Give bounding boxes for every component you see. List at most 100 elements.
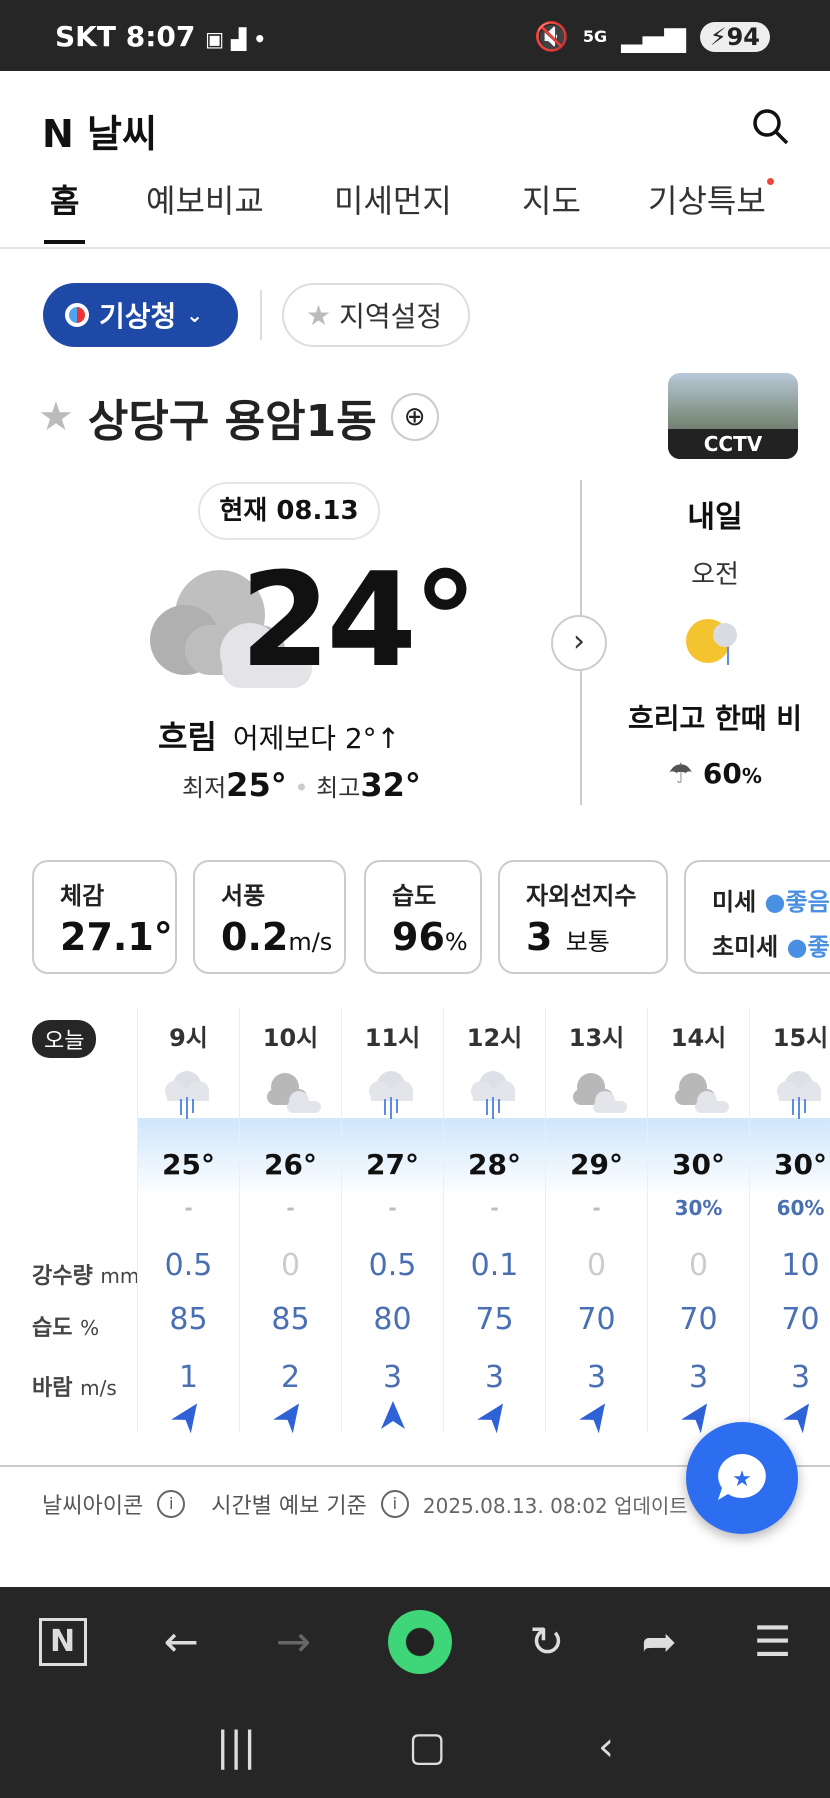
card-humidity[interactable]: 습도 96%	[364, 860, 482, 974]
hour-wind: 2	[280, 1360, 301, 1395]
chat-star-icon: ★	[718, 1454, 766, 1500]
next-arrow-button[interactable]: ›	[551, 615, 607, 671]
mute-icon: 🔇	[533, 20, 569, 53]
humidity-unit: %	[80, 1316, 100, 1340]
browser-toolbar: N ← → ↻ ➦ ☰	[0, 1587, 830, 1696]
rain-cloud-icon	[471, 1071, 515, 1119]
hour-precip: 0.5	[164, 1248, 213, 1283]
cctv-thumbnail[interactable]: CCTV	[668, 373, 798, 459]
hour-precip: 0	[280, 1248, 301, 1283]
card-feels-like[interactable]: 체감 27.1°	[32, 860, 177, 974]
tab-bar: 홈 예보비교 미세먼지 지도 기상특보	[0, 176, 830, 244]
hour-wind: 3	[790, 1360, 811, 1395]
tomorrow-rain: ☂ 60%	[600, 757, 830, 790]
update-time: 2025.08.13. 08:02 업데이트	[422, 1493, 688, 1518]
chat-fab-button[interactable]: ★	[686, 1422, 798, 1534]
refresh-icon[interactable]: ↻	[529, 1617, 565, 1666]
clock: 8:07	[125, 20, 196, 53]
tab-home[interactable]: 홈	[43, 176, 87, 244]
tab-map[interactable]: 지도	[522, 182, 581, 220]
hour-humidity: 70	[781, 1302, 820, 1337]
hour-wind: 3	[688, 1360, 709, 1395]
favorite-star-icon[interactable]: ★	[38, 394, 74, 440]
card-value: 96	[392, 915, 445, 959]
forecast-basis-link[interactable]: 시간별 예보 기준	[211, 1494, 367, 1519]
dust-label: 미세	[712, 888, 757, 916]
wind-arrow-icon	[783, 1403, 810, 1434]
cloudy-icon	[150, 570, 312, 688]
kma-logo-icon	[65, 303, 89, 327]
card-unit: %	[444, 928, 468, 956]
card-wind[interactable]: 서풍 0.2m/s	[193, 860, 346, 974]
home-icon[interactable]: ▢	[408, 1724, 447, 1770]
hour-column: 15시 30° 60% 10 70 3	[749, 1008, 830, 1434]
hour-temp: 29°	[570, 1148, 623, 1181]
card-title: 습도	[392, 882, 437, 910]
search-icon[interactable]	[750, 106, 790, 146]
back-icon[interactable]: ←	[163, 1617, 199, 1666]
share-icon[interactable]: ➦	[641, 1617, 677, 1666]
logo[interactable]: N 날씨	[42, 112, 157, 156]
hour-time: 14시	[670, 1024, 727, 1052]
region-setting-button[interactable]: ★ 지역설정	[282, 283, 470, 347]
hour-temp: 30°	[672, 1148, 725, 1181]
hour-time: 13시	[568, 1024, 625, 1052]
info-icon[interactable]: i	[157, 1490, 186, 1518]
recent-apps-icon[interactable]: |||	[215, 1724, 257, 1770]
forward-icon[interactable]: →	[275, 1617, 312, 1666]
battery-level: 94	[726, 22, 760, 51]
divider	[260, 290, 262, 340]
hour-rain-prob: -	[286, 1196, 295, 1220]
network-type: 5G	[582, 27, 608, 46]
hour-humidity: 80	[373, 1302, 412, 1337]
hour-column: 13시 29° - 0 70 3	[545, 1008, 647, 1434]
info-icon[interactable]: i	[380, 1490, 409, 1518]
hour-temp: 28°	[468, 1148, 521, 1181]
signal-icon: ▂▄▆	[621, 20, 686, 53]
menu-icon[interactable]: ☰	[753, 1617, 792, 1666]
source-button[interactable]: 기상청 ⌄	[43, 283, 238, 347]
card-uv[interactable]: 자외선지수 3 보통	[498, 860, 668, 974]
rain-cloud-icon	[777, 1071, 821, 1119]
green-dot-icon[interactable]	[388, 1609, 453, 1674]
wind-row-label: 바람 m/s	[32, 1370, 117, 1402]
hourly-forecast[interactable]: 오늘 강수량 mm 습도 % 바람 m/s 9시 25° - 0.5 85 1 …	[0, 1008, 830, 1438]
hour-time: 15시	[772, 1024, 829, 1052]
system-nav-bar: ||| ▢ ‹	[0, 1696, 830, 1798]
rain-unit: %	[741, 764, 762, 788]
tab-weather-alert[interactable]: 기상특보	[648, 176, 774, 222]
carrier: SKT	[55, 20, 116, 53]
locate-icon[interactable]: ⊕	[390, 393, 439, 441]
header: N 날씨 홈 예보비교 미세먼지 지도 기상특보	[0, 71, 830, 251]
card-value: 3	[526, 915, 553, 959]
hour-rain-prob: 30%	[674, 1196, 723, 1220]
card-unit: 보통	[565, 928, 610, 956]
status-right: 🔇 5G ▂▄▆ ⚡94	[534, 20, 770, 53]
divider	[0, 247, 830, 249]
hour-temp: 30°	[774, 1148, 827, 1181]
tab-forecast-compare[interactable]: 예보비교	[146, 182, 264, 220]
hour-temp: 26°	[264, 1148, 317, 1181]
star-icon: ★	[306, 298, 332, 332]
wind-arrow-icon	[171, 1403, 198, 1434]
hour-wind: 3	[586, 1360, 607, 1395]
tomorrow-panel[interactable]: 내일 오전 흐리고 한때 비 ☂ 60%	[600, 492, 830, 790]
hour-column: 14시 30° 30% 0 70 3	[647, 1008, 749, 1434]
hour-wind: 3	[484, 1360, 505, 1395]
tomorrow-period: 오전	[691, 560, 739, 590]
naver-home-icon[interactable]: N	[38, 1617, 87, 1666]
footer: 날씨아이콘 i 시간별 예보 기준 i 2025.08.13. 08:02 업데이트	[42, 1488, 688, 1520]
status-bar: SKT 8:07 ▣ ▟ • 🔇 5G ▂▄▆ ⚡94	[0, 0, 830, 71]
tab-fine-dust[interactable]: 미세먼지	[334, 182, 452, 220]
card-value: 0.2	[221, 915, 289, 959]
card-unit: m/s	[288, 928, 333, 956]
min-temp: 25°	[226, 766, 287, 804]
hour-precip: 0	[688, 1248, 709, 1283]
region-label: 지역설정	[339, 300, 443, 333]
card-title: 체감	[60, 882, 105, 910]
weather-icon-link[interactable]: 날씨아이콘	[42, 1494, 144, 1519]
rain-cloud-icon	[165, 1071, 209, 1119]
back-nav-icon[interactable]: ‹	[598, 1724, 615, 1770]
precip-unit: mm	[100, 1264, 140, 1288]
